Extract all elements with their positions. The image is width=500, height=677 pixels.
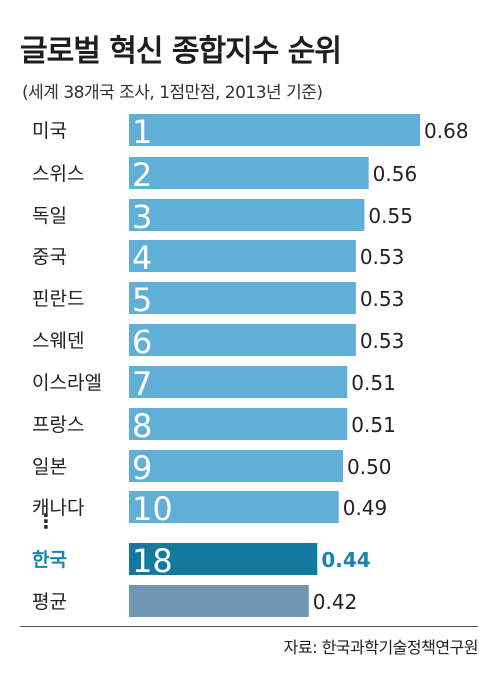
rank-label: 2 [132,156,152,194]
category-label: 스위스 [32,163,84,185]
value-label: 0.68 [424,119,469,143]
bar [129,585,309,617]
value-label: 0.53 [360,287,405,311]
rank-label: 3 [132,198,152,236]
category-label: 독일 [32,205,67,227]
bar [129,366,348,398]
value-label: 0.56 [373,162,418,186]
bar [129,199,365,231]
category-label: 한국 [32,549,67,571]
value-label: 0.44 [321,548,370,572]
bar [129,324,356,356]
rank-label: 4 [132,239,152,277]
rank-label: 5 [132,281,152,319]
bar [129,240,356,272]
value-label: 0.42 [313,590,358,614]
source-note: 자료: 한국과학기술정책연구원 [283,638,479,657]
bar [129,543,318,575]
value-label: 0.51 [351,413,396,437]
value-label: 0.50 [347,455,392,479]
category-label: 미국 [32,120,67,142]
bar [129,282,356,314]
bar [129,114,421,146]
rank-label: 1 [132,113,152,151]
value-label: 0.51 [351,371,396,395]
chart-subtitle: (세계 38개국 조사, 1점만점, 2013년 기준) [22,83,323,103]
category-label: 스웨덴 [32,330,84,352]
value-label: 0.53 [360,329,405,353]
rank-label: 7 [132,365,152,403]
value-label: 0.49 [343,496,388,520]
category-label: 일본 [32,456,67,478]
bar [129,408,348,440]
chart-title: 글로벌 혁신 종합지수 순위 [20,34,342,69]
category-label: 평균 [32,591,67,613]
rank-label: 9 [132,449,152,487]
category-label: 이스라엘 [32,372,102,394]
bar [129,491,339,523]
source-divider [20,626,478,627]
category-label: 핀란드 [32,288,84,310]
rank-label: 10 [132,490,173,528]
category-label: 캐나다 [32,497,84,519]
value-label: 0.53 [360,245,405,269]
value-label: 0.55 [368,204,413,228]
rank-label: 8 [132,407,152,445]
rank-label: 6 [132,323,152,361]
category-label: 중국 [32,246,67,268]
ellipsis-marker: ⋮ [36,509,56,533]
bar [129,157,369,189]
category-label: 프랑스 [32,414,84,436]
rank-label: 18 [132,542,173,580]
bar [129,450,343,482]
